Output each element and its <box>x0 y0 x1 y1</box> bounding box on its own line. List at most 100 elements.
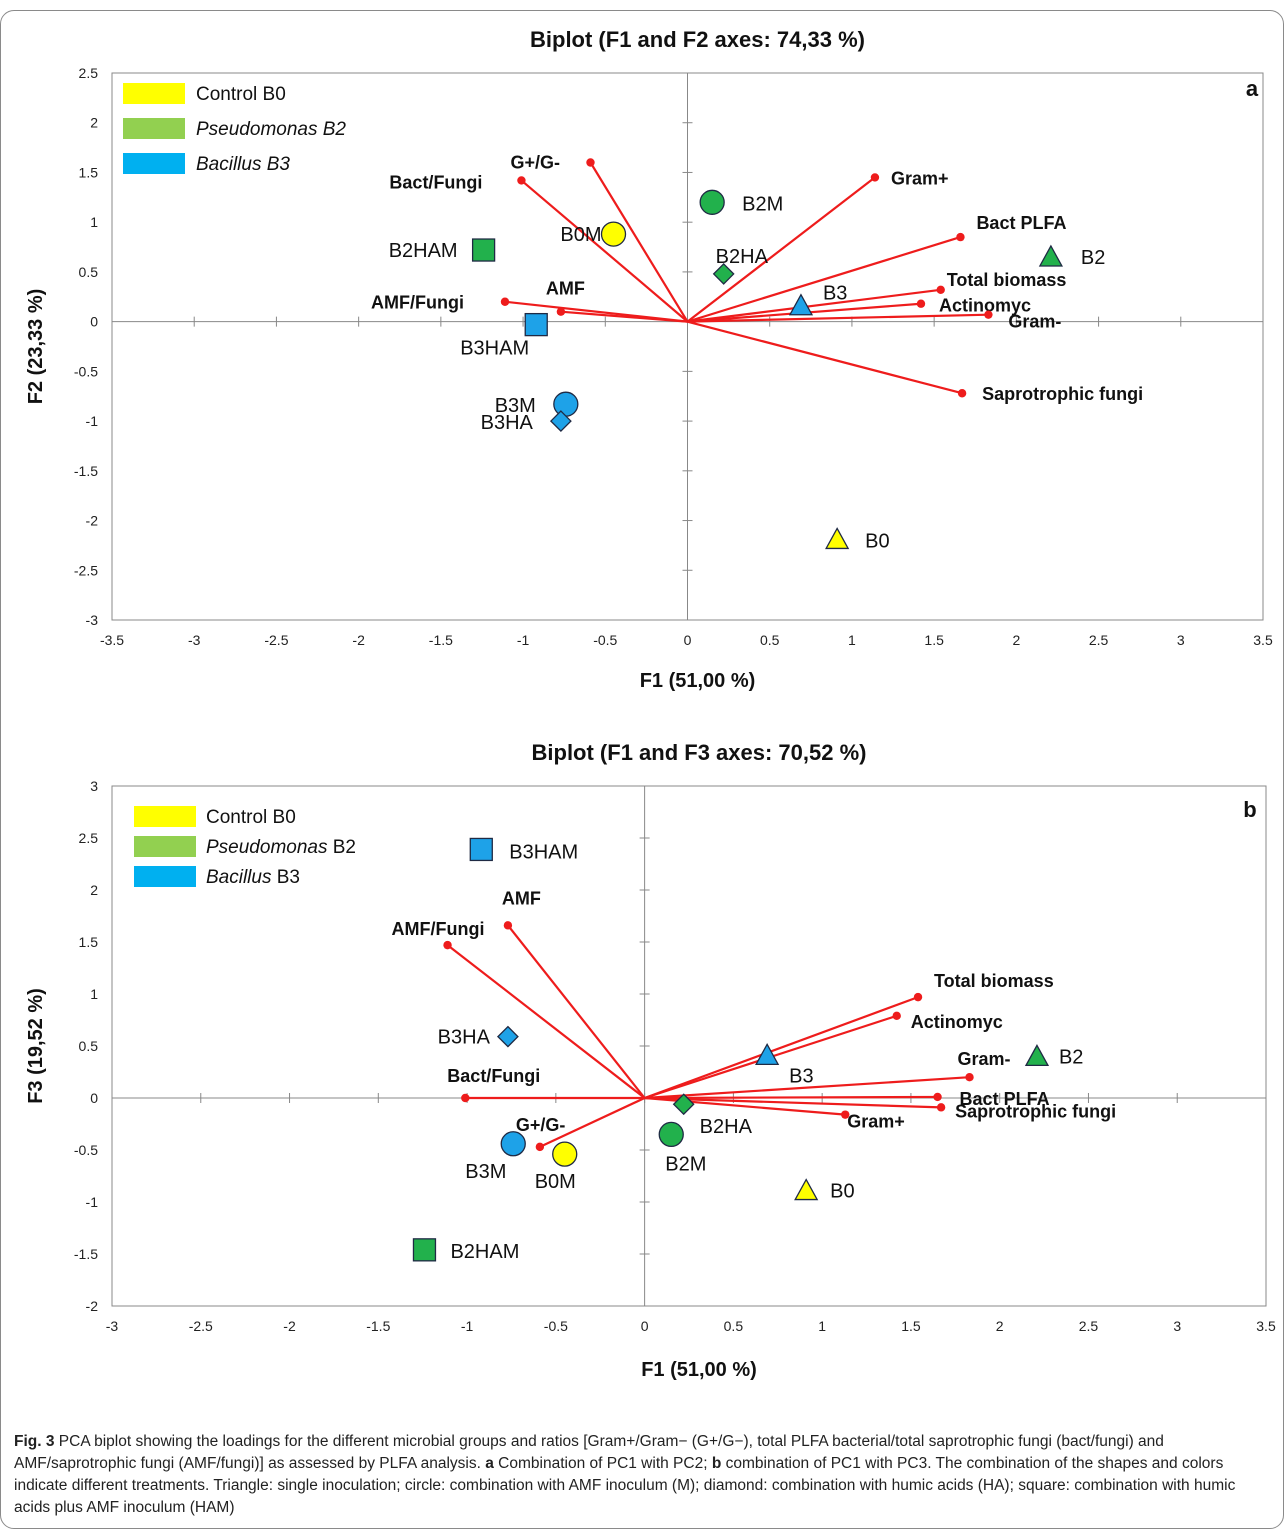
panel-b-x-tick-label: 0 <box>641 1318 649 1334</box>
panel-b-y-tick-label: 3 <box>90 778 98 794</box>
panel-a-x-tick-label: 1 <box>848 632 856 648</box>
panel-a-loading-end-amf-fungi <box>500 297 510 306</box>
panel-b-y-tick-label: 0 <box>90 1090 98 1106</box>
panel-b-point-label-b2m: B2M <box>665 1153 706 1175</box>
panel-b-x-tick-label: -0.5 <box>544 1318 568 1334</box>
panel-a-point-label-b0m: B0M <box>560 224 601 246</box>
panel-b-loading-label-total-biomass: Total biomass <box>934 971 1054 991</box>
panel-a-loading-vector-gram <box>687 313 989 323</box>
panel-b-x-tick-label: 2.5 <box>1079 1318 1099 1334</box>
panel-b-y-tick-label: 1 <box>90 986 98 1002</box>
panel-a-loading-vector-saprotrophic-fungi <box>687 320 963 395</box>
panel-a-loading-end-g-g <box>586 158 595 167</box>
panel-a-y-axis-label: F2 (23,33 %) <box>25 289 47 405</box>
panel-a-point-b2 <box>1038 244 1063 267</box>
panel-b-loading-label-g-g: G+/G- <box>516 1115 566 1135</box>
caption-text-2: Combination of PC1 with PC2; <box>493 1455 712 1472</box>
panel-b-x-tick-label: 2 <box>996 1318 1004 1334</box>
panel-b-loading-vector-gram <box>644 1076 970 1100</box>
panel-b-point-label-b0: B0 <box>830 1181 854 1203</box>
caption-panel-b: b <box>711 1455 722 1472</box>
panel-a-point-b0 <box>825 527 850 550</box>
panel-a-loading-end-bact-fungi <box>517 176 526 185</box>
panel-a-point-b2m <box>699 189 725 215</box>
panel-a-x-tick-label: 2.5 <box>1089 632 1109 648</box>
panel-a-point-label-b2ha: B2HA <box>716 246 769 268</box>
panel-a-point-b0m <box>600 221 627 247</box>
panel-b-legend-label-control-b0: Control B0 <box>206 807 296 828</box>
panel-a-loading-vector-gram <box>686 176 876 323</box>
panel-a-point-label-b3ham: B3HAM <box>460 338 529 360</box>
figure-frame <box>0 10 1284 1529</box>
panel-a-x-tick-label: -3.5 <box>100 632 124 648</box>
panel-b-loading-end-bact-fungi <box>461 1093 470 1103</box>
panel-b-point-b0m <box>552 1141 578 1167</box>
panel-a-loading-end-bact-plfa <box>956 232 965 242</box>
panel-b-chart-title: Biplot (F1 and F3 axes: 70,52 %) <box>532 740 867 765</box>
panel-a-x-tick-label: 0.5 <box>760 632 780 648</box>
panel-b-panel-label: b <box>1243 797 1256 822</box>
panel-b-x-axis-label: F1 (51,00 %) <box>641 1359 757 1381</box>
panel-a-legend-label-pseudomonas-b2: Pseudomonas B2 <box>196 119 346 140</box>
panel-b-x-tick-label: -3 <box>106 1318 119 1334</box>
panel-b-loading-vector-g-g <box>539 1097 646 1148</box>
panel-b-loading-vector-saprotrophic-fungi <box>644 1096 942 1109</box>
panel-a-loading-label-bact-fungi: Bact/Fungi <box>389 172 482 192</box>
panel-a-x-tick-label: -1.5 <box>429 632 453 648</box>
panel-a-x-tick-label: 2 <box>1012 632 1020 648</box>
panel-a-point-b2ham <box>471 238 496 262</box>
panel-a-loading-end-actinomyc <box>916 299 926 308</box>
panel-b-x-tick-label: -2.5 <box>189 1318 213 1334</box>
panel-b-loading-end-saprotrophic-fungi <box>936 1103 946 1112</box>
panel-a-point-b3ha <box>549 410 572 433</box>
panel-a-y-tick-label: 0.5 <box>79 264 99 280</box>
panel-b-x-tick-label: 1 <box>818 1318 826 1334</box>
panel-b-point-b2m <box>658 1121 684 1148</box>
panel-b-x-tick-label: -1.5 <box>366 1318 390 1334</box>
panel-b-y-tick-label: -1 <box>86 1194 99 1210</box>
panel-b-y-axis-label: F3 (19,52 %) <box>25 988 47 1104</box>
panel-a-loading-vector-amf <box>560 310 688 323</box>
panel-b-loading-vector-total-biomass <box>644 996 919 1100</box>
panel-a-x-tick-label: -0.5 <box>593 632 617 648</box>
panel-b-y-tick-label: -0.5 <box>74 1142 98 1158</box>
figure-caption: Fig. 3 PCA biplot showing the loadings f… <box>14 1431 1272 1519</box>
panel-b-point-label-b2: B2 <box>1059 1046 1083 1068</box>
panel-a-y-tick-label: 0 <box>90 314 98 330</box>
panel-a-point-label-b3m: B3M <box>495 395 536 417</box>
panel-a-y-tick-label: 1.5 <box>79 164 99 180</box>
panel-b-plot-area <box>111 785 1267 1307</box>
panel-b-point-label-b0m: B0M <box>535 1171 576 1193</box>
panel-a-x-tick-label: -3 <box>188 632 201 648</box>
panel-a-loading-label-saprotrophic-fungi: Saprotrophic fungi <box>982 384 1143 404</box>
panel-b-y-tick-label: 2 <box>90 882 98 898</box>
panel-b-legend-swatch-bacillus <box>134 866 196 887</box>
panel-a-y-tick-label: -1.5 <box>74 463 98 479</box>
panel-b-point-label-b3: B3 <box>789 1065 813 1087</box>
panel-b-loading-vector-amf <box>507 924 646 1099</box>
panel-a-x-axis-label: F1 (51,00 %) <box>640 670 756 692</box>
panel-b-x-tick-label: 1.5 <box>901 1318 921 1334</box>
panel-b-y-tick-label: -2 <box>86 1298 99 1314</box>
panel-a-loading-end-gram <box>870 173 880 182</box>
panel-b-point-b2 <box>1024 1044 1050 1067</box>
panel-b-loading-label-gram: Gram- <box>958 1049 1011 1069</box>
panel-a-loading-vector-g-g <box>589 161 689 323</box>
panel-b-legend-label-pseudomonas: Pseudomonas B2 <box>206 837 356 858</box>
panel-a-loading-label-amf: AMF <box>546 279 585 299</box>
panel-a-point-label-b3ha: B3HA <box>481 412 534 434</box>
panel-a-loading-vector-bact-fungi <box>520 179 689 323</box>
panel-b-legend-label-bacillus: Bacillus B3 <box>206 867 300 888</box>
panel-b-y-tick-label: 0.5 <box>79 1038 99 1054</box>
panel-b-point-label-b2ham: B2HAM <box>450 1241 519 1263</box>
panel-a-legend-label-bacillus-b3: Bacillus B3 <box>196 154 290 175</box>
panel-b-point-label-b3ham: B3HAM <box>509 841 578 863</box>
panel-a-y-tick-label: 2.5 <box>79 65 99 81</box>
panel-a-y-tick-label: -1 <box>86 413 99 429</box>
panel-b-point-b0 <box>794 1178 819 1201</box>
panel-a-x-tick-label: -2 <box>352 632 365 648</box>
panel-b-loading-label-bact-plfa: Bact PLFA <box>960 1089 1050 1109</box>
panel-a-point-b3ham <box>524 312 548 337</box>
panel-b-point-b3m <box>500 1131 526 1157</box>
